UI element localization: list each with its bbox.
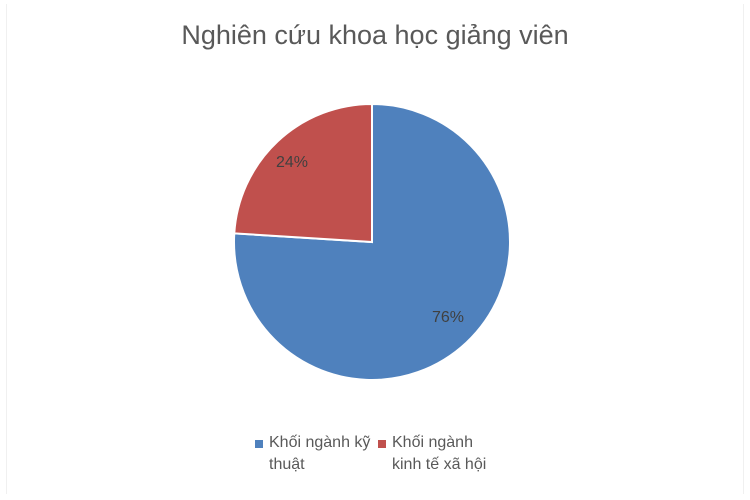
legend-item-ky-thuat: Khối ngành kỹ thuật xyxy=(255,432,379,476)
pie-slice-ky-thuat xyxy=(233,102,511,381)
legend-label-kinh-te-xa-hoi: Khối ngành kinh tế xã hội xyxy=(392,434,487,473)
legend-label-ky-thuat: Khối ngành kỹ thuật xyxy=(269,434,371,473)
legend-swatch-ky-thuat xyxy=(255,440,263,448)
data-label-ky-thuat: 76% xyxy=(432,309,464,326)
data-label-kinh-te-xa-hoi: 24% xyxy=(276,154,308,171)
chart-title: Nghiên cứu khoa học giảng viên xyxy=(181,20,569,50)
legend-item-kinh-te-xa-hoi: Khối ngành kinh tế xã hội xyxy=(378,432,502,476)
legend-swatch-kinh-te-xa-hoi xyxy=(378,440,386,448)
pie-slice-kinh-te-xa-hoi xyxy=(233,102,373,244)
